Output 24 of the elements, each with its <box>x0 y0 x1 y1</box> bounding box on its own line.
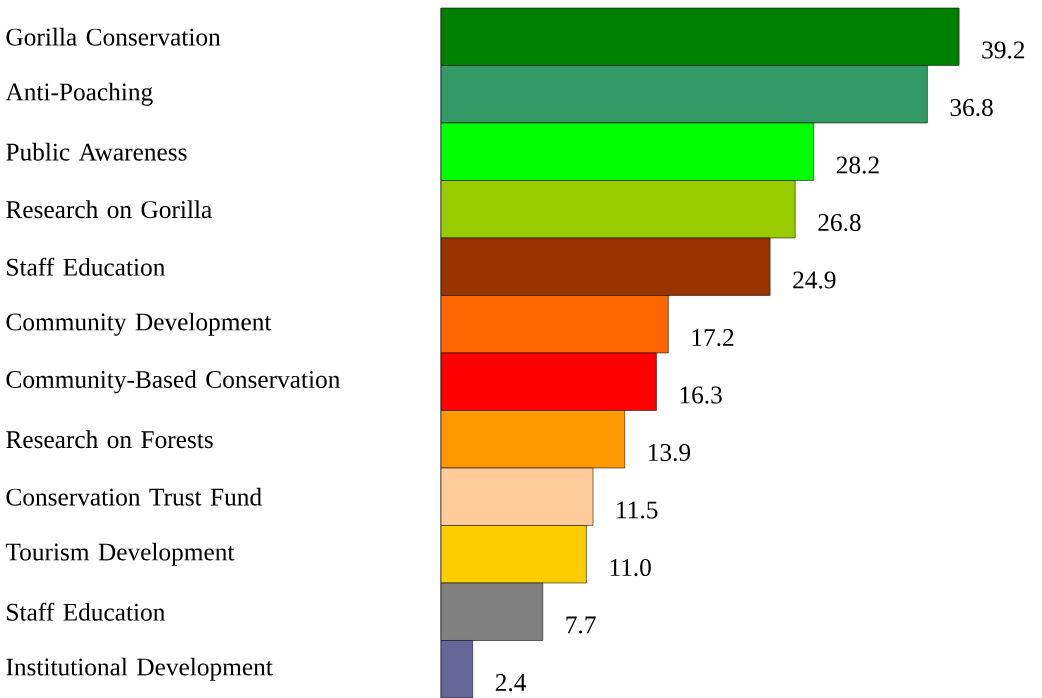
data-label: 11.5 <box>617 501 658 519</box>
y-tick-label: Research on Forests <box>6 430 213 449</box>
y-tick-label: Public Awareness <box>6 142 187 161</box>
y-tick-label: Research on Gorilla <box>6 200 212 219</box>
data-label: 28.2 <box>836 156 879 174</box>
data-label: 7.7 <box>566 616 596 634</box>
y-tick-label: Anti-Poaching <box>5 82 153 106</box>
y-tick-label: Institutional Development <box>6 657 273 681</box>
data-label: 11.0 <box>610 558 651 577</box>
y-tick-label: Community Development <box>6 312 272 336</box>
data-label: 2.4 <box>495 674 527 692</box>
data-label: 16.3 <box>680 386 722 404</box>
y-tick-label: Gorilla Conservation <box>6 27 221 46</box>
data-label: 39.2 <box>982 41 1025 59</box>
data-label: 36.8 <box>950 98 993 117</box>
y-tick-label: Conservation Trust Fund <box>6 487 262 506</box>
data-label: 24.9 <box>793 271 836 289</box>
data-label: 26.8 <box>818 213 861 232</box>
y-tick-label: Staff Education <box>7 602 166 621</box>
y-tick-label: Staff Education <box>7 257 166 276</box>
data-label: 13.9 <box>648 444 691 462</box>
y-tick-label: Community-Based Conservation <box>6 370 341 394</box>
y-tick-label: Tourism Development <box>5 542 235 566</box>
data-label: 17.2 <box>692 329 734 347</box>
